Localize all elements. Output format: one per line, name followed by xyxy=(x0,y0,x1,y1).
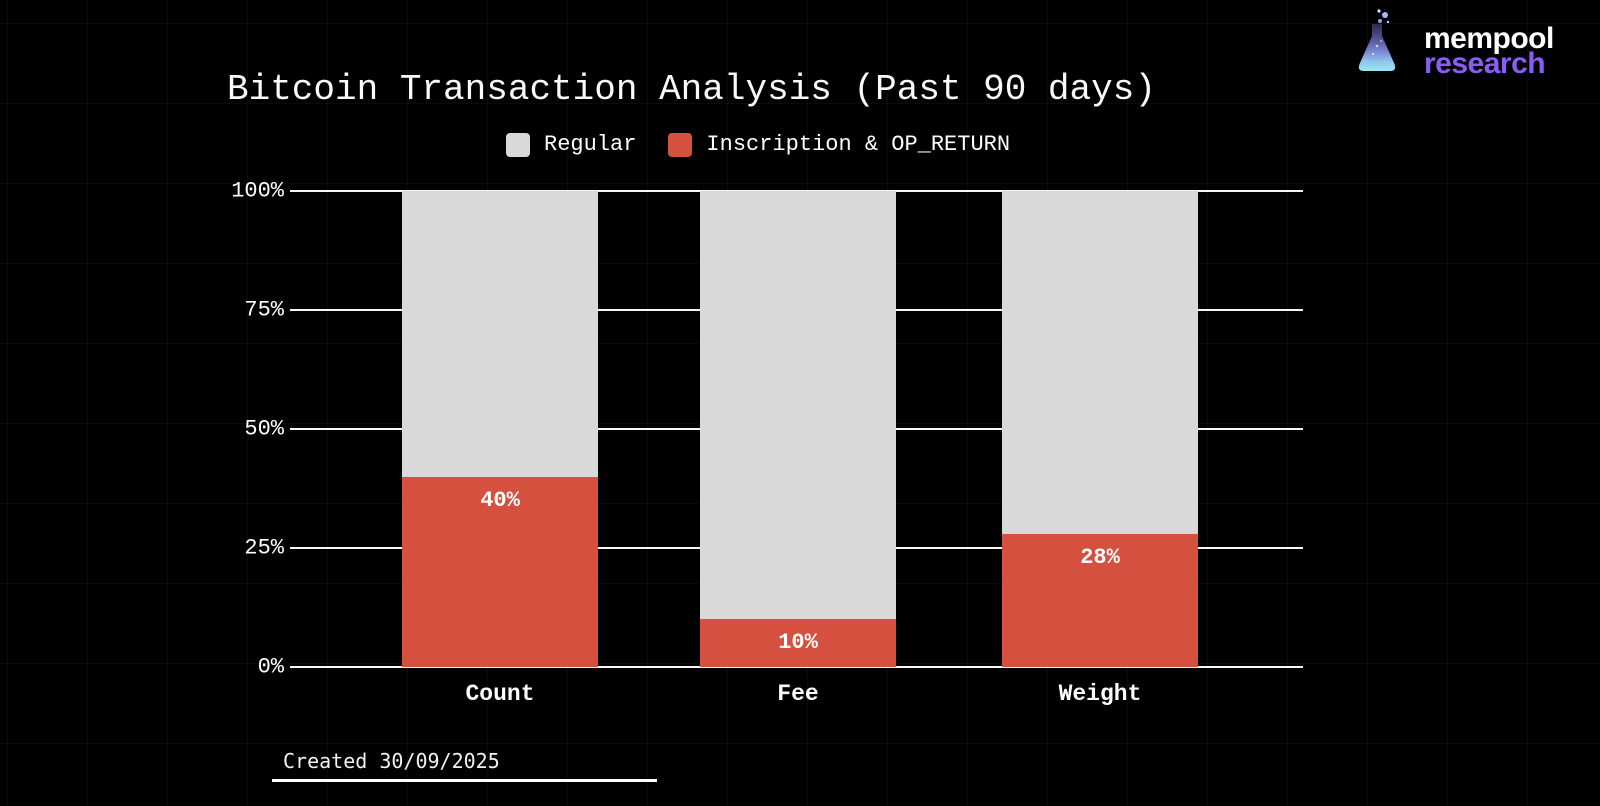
bar-fee xyxy=(700,191,896,667)
logo: mempool research xyxy=(1352,4,1572,84)
legend-swatch xyxy=(668,132,693,157)
chart-gridline xyxy=(290,666,1303,668)
bar-segment-inscription xyxy=(402,477,598,667)
brand-name-mempool: mempool xyxy=(1424,22,1554,55)
legend-label: Regular xyxy=(544,132,637,157)
bar-segment-inscription xyxy=(1002,534,1198,667)
y-axis-tick: 100% xyxy=(231,178,284,204)
x-axis-label-weight: Weight xyxy=(1058,681,1142,707)
y-axis-tick: 75% xyxy=(244,297,284,323)
footer-underline xyxy=(272,779,657,782)
x-axis-label-fee: Fee xyxy=(777,681,819,707)
legend-item-regular: Regular xyxy=(506,132,636,157)
bar-value-label: 28% xyxy=(1080,545,1120,570)
legend-swatch xyxy=(506,132,530,157)
bar-segment-regular xyxy=(402,191,598,477)
bar-count xyxy=(402,191,598,667)
chart-title: Bitcoin Transaction Analysis (Past 90 da… xyxy=(227,69,1156,110)
y-axis-tick: 0% xyxy=(257,654,284,680)
bar-value-label: 10% xyxy=(778,630,818,655)
bar-segment-regular xyxy=(700,191,896,619)
y-axis-tick: 50% xyxy=(244,416,284,442)
legend-item-inscription-op-return: Inscription & OP_RETURN xyxy=(668,132,1010,157)
y-axis-tick: 25% xyxy=(244,535,284,561)
bar-value-label: 40% xyxy=(480,488,520,513)
flask-icon xyxy=(1358,9,1396,71)
legend-label: Inscription & OP_RETURN xyxy=(706,132,1011,157)
plot-area: 100% 75% 50% 25% 0% 40% Count 10% Fee 28% Weight xyxy=(231,179,1303,707)
x-axis-label-count: Count xyxy=(465,681,535,707)
footer-created-text: Created 30/09/2025 xyxy=(283,749,500,773)
brand-name-research: research xyxy=(1424,47,1546,80)
bar-weight xyxy=(1002,191,1198,667)
legend: Regular Inscription & OP_RETURN xyxy=(506,132,1010,157)
bar-segment-regular xyxy=(1002,191,1198,534)
bar-segment-inscription xyxy=(700,619,896,667)
